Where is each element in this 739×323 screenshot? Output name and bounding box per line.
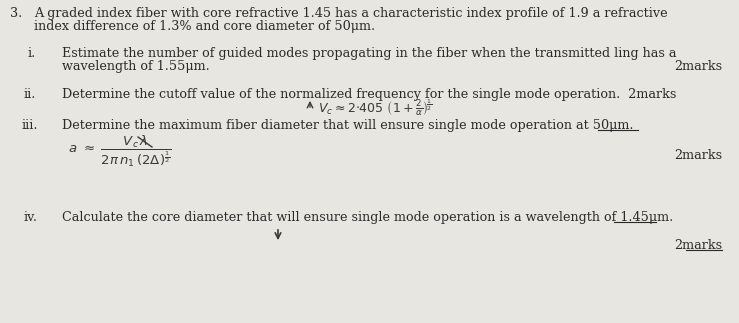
Text: 2marks: 2marks [674, 60, 722, 73]
Text: Determine the cutoff value of the normalized frequency for the single mode opera: Determine the cutoff value of the normal… [62, 88, 676, 101]
Text: ii.: ii. [24, 88, 36, 101]
Text: 2marks: 2marks [674, 149, 722, 162]
Text: wavelength of 1.55μm.: wavelength of 1.55μm. [62, 60, 210, 73]
Text: A graded index fiber with core refractive 1.45 has a characteristic index profil: A graded index fiber with core refractiv… [34, 7, 667, 20]
Text: Determine the maximum fiber diameter that will ensure single mode operation at 5: Determine the maximum fiber diameter tha… [62, 119, 633, 132]
Text: Estimate the number of guided modes propagating in the fiber when the transmitte: Estimate the number of guided modes prop… [62, 47, 676, 60]
Text: index difference of 1.3% and core diameter of 50μm.: index difference of 1.3% and core diamet… [34, 20, 375, 33]
Text: 2marks: 2marks [674, 239, 722, 252]
Text: 3.: 3. [10, 7, 22, 20]
Text: iii.: iii. [22, 119, 38, 132]
Text: i.: i. [28, 47, 36, 60]
Text: $a\ \approx\ \dfrac{V_c\,\lambda}{2\pi\, n_1\,(2\Delta)^{\frac{1}{2}}}$: $a\ \approx\ \dfrac{V_c\,\lambda}{2\pi\,… [68, 133, 172, 169]
Text: $V_c \approx 2{\cdot}405\ \left(1+\frac{2}{\alpha}\right)^{\!\frac{1}{2}}$: $V_c \approx 2{\cdot}405\ \left(1+\frac{… [318, 98, 432, 119]
Text: iv.: iv. [24, 211, 38, 224]
Text: Calculate the core diameter that will ensure single mode operation is a waveleng: Calculate the core diameter that will en… [62, 211, 673, 224]
